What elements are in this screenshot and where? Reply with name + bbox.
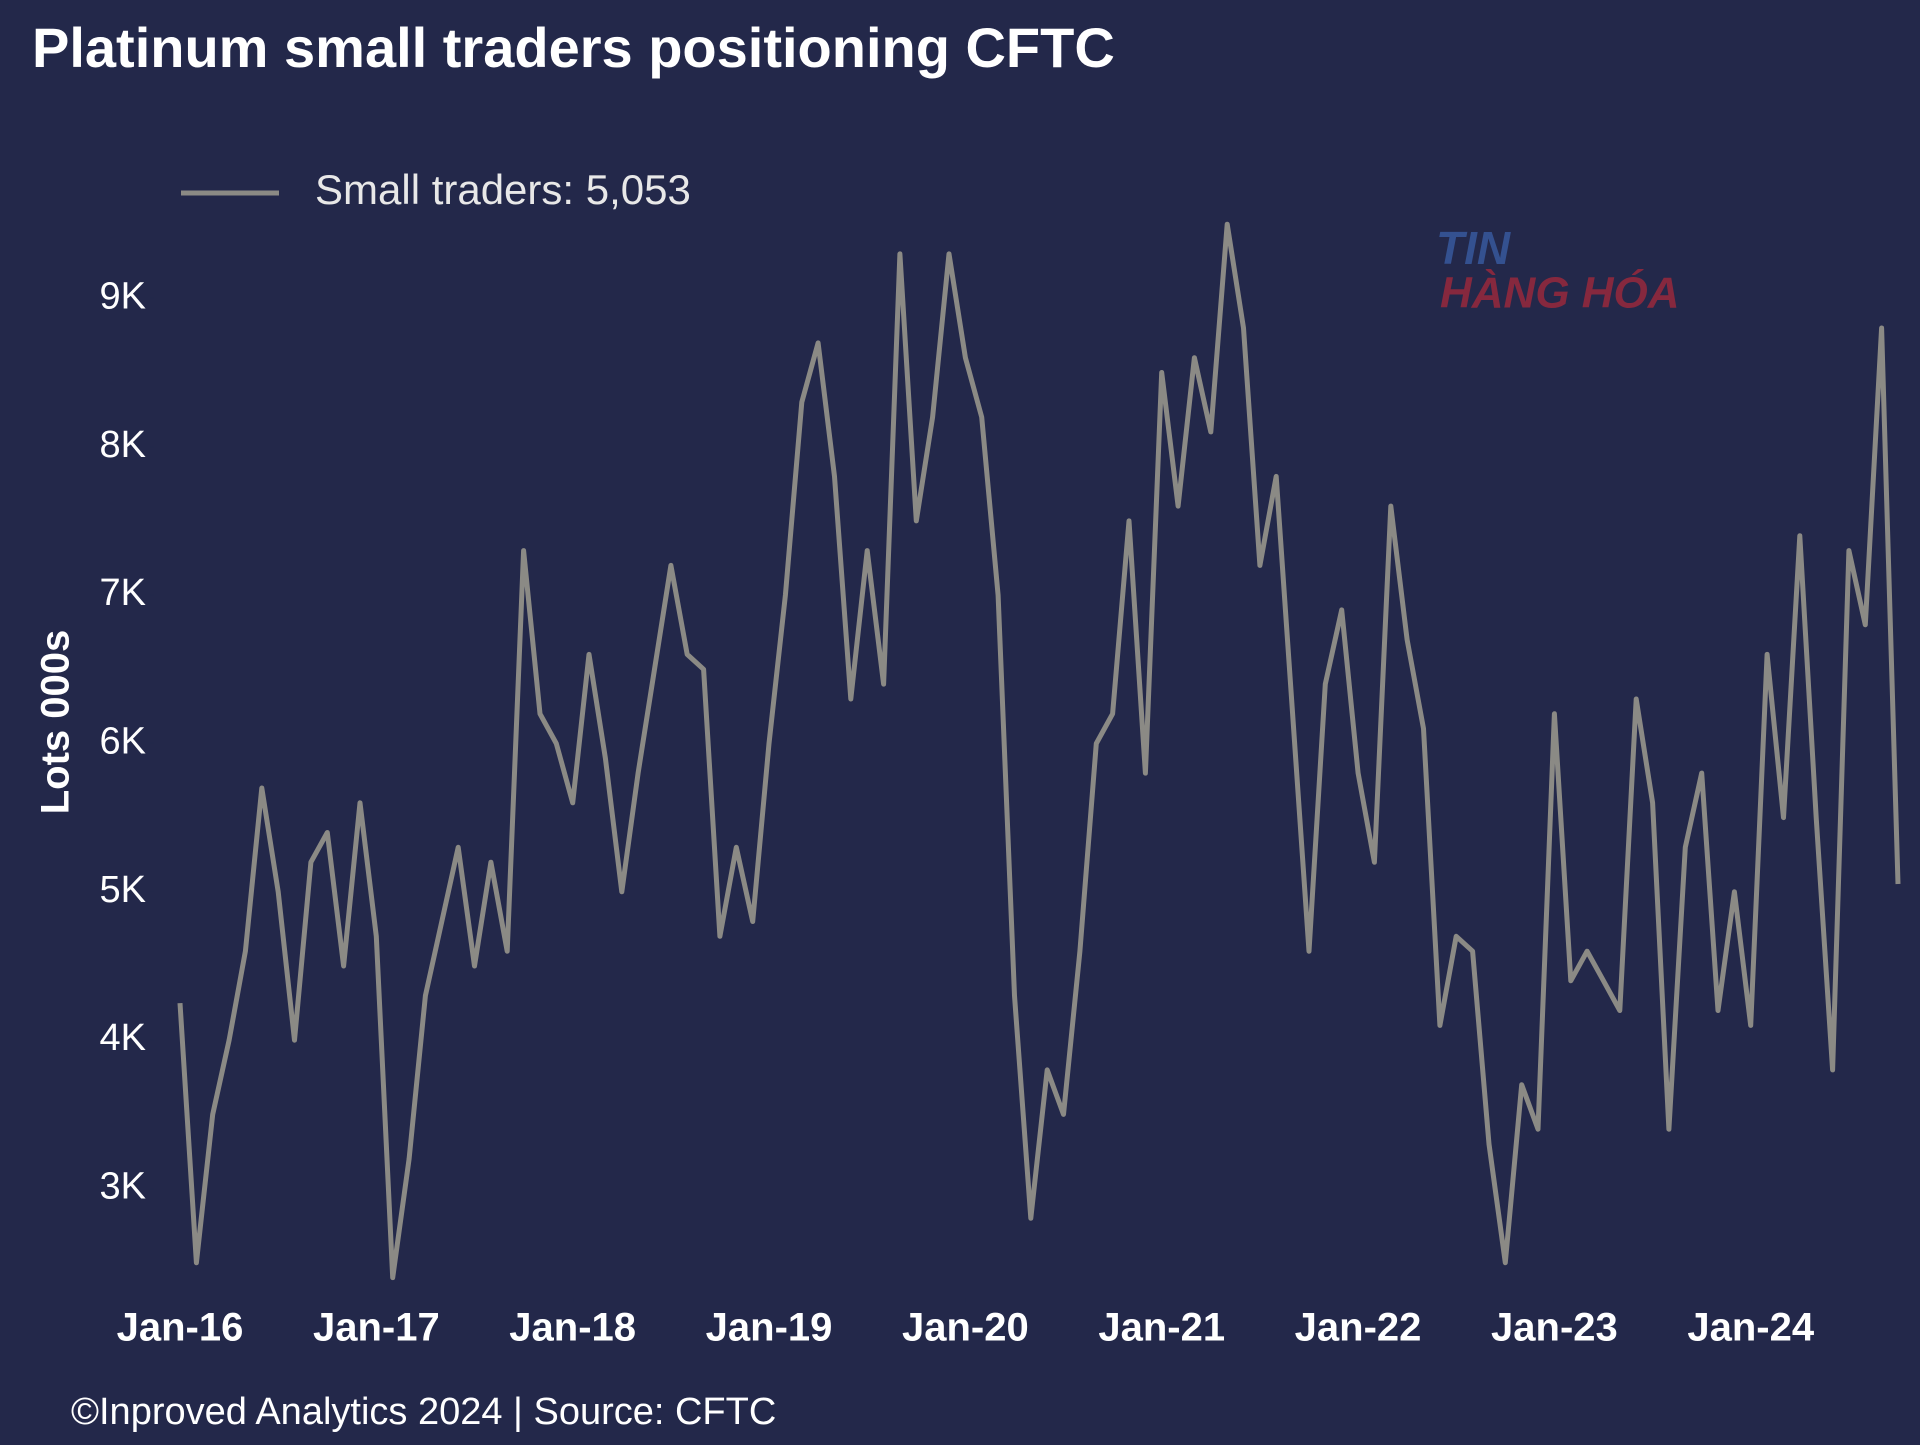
x-tick-label: Jan-16: [117, 1306, 244, 1350]
legend-label: Small traders: 5,053: [315, 166, 691, 213]
y-tick-label: 9K: [100, 275, 146, 317]
x-tick-label: Jan-19: [706, 1306, 833, 1350]
chart-title: Platinum small traders positioning CFTC: [32, 16, 1115, 79]
y-tick-label: 4K: [100, 1017, 146, 1059]
watermark: TIN: [1436, 222, 1511, 274]
x-tick-label: Jan-18: [509, 1306, 636, 1350]
x-tick-label: Jan-22: [1295, 1306, 1422, 1350]
series-line: [177, 221, 1901, 1281]
y-tick-label: 6K: [100, 720, 146, 762]
x-tick-label: Jan-20: [902, 1306, 1029, 1350]
y-tick-label: 5K: [100, 869, 146, 911]
watermark: HÀNG HÓA: [1440, 268, 1680, 318]
x-tick-label: Jan-21: [1098, 1306, 1225, 1350]
y-tick-label: 7K: [100, 572, 146, 614]
y-axis-label: Lots 000s: [34, 630, 78, 815]
x-tick-label: Jan-23: [1491, 1306, 1618, 1350]
x-tick-label: Jan-17: [313, 1306, 440, 1350]
footer: ©Inproved Analytics 2024 | Source: CFTC: [71, 1391, 776, 1433]
y-tick-label: 3K: [100, 1166, 146, 1208]
y-tick-label: 8K: [100, 424, 146, 466]
x-tick-label: Jan-24: [1687, 1306, 1814, 1350]
